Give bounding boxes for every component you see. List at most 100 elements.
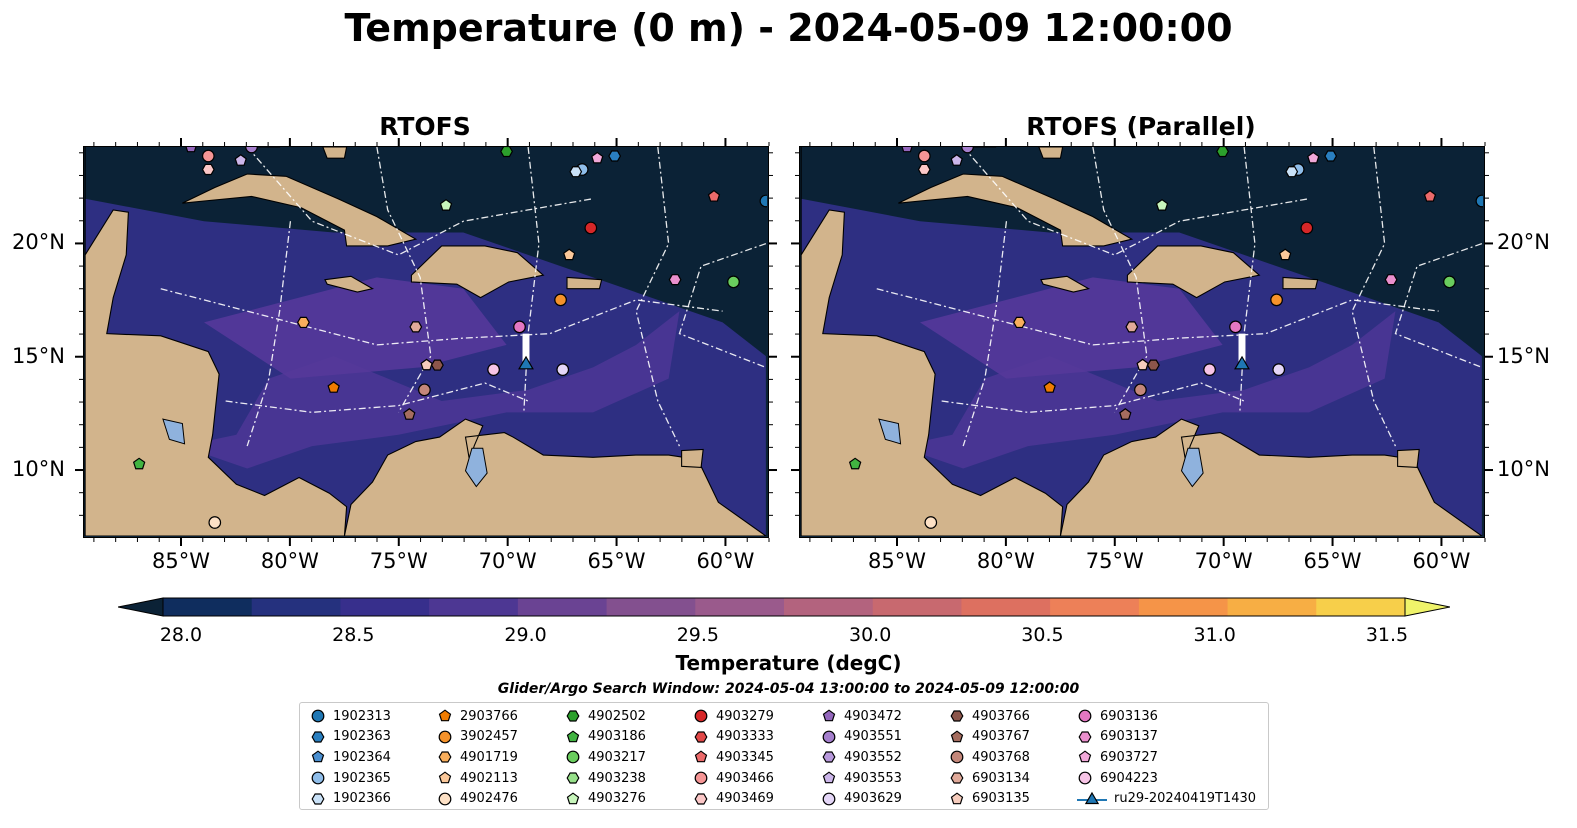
- legend-marker: [311, 750, 325, 763]
- legend-item-4903217: 4903217: [565, 747, 646, 767]
- legend-marker-icon: [566, 772, 580, 784]
- legend-label: ru29-20240419T1430: [1114, 791, 1257, 807]
- legend-marker: [950, 730, 964, 742]
- map-canvas: [84, 147, 767, 536]
- legend-marker: [566, 750, 580, 764]
- colorbar-segment: [251, 598, 341, 616]
- legend-label: 6903135: [972, 791, 1030, 807]
- float-marker-4901719: [1012, 316, 1026, 329]
- lake-nicaragua: [162, 418, 186, 445]
- colorbar-tick-label: 29.0: [504, 624, 547, 646]
- legend-item-6903134: 6903134: [949, 768, 1030, 788]
- legend-marker-icon: [438, 709, 452, 722]
- maritime-boundary-line: [962, 221, 1008, 447]
- legend-item-3902457: 3902457: [437, 727, 518, 747]
- colorbar-tick-label: 28.5: [332, 624, 375, 646]
- legend-label: 4903217: [588, 749, 646, 765]
- legend-item-4903276: 4903276: [565, 789, 646, 809]
- legend-marker: [822, 709, 836, 722]
- search-window-note: Glider/Argo Search Window: 2024-05-04 13…: [497, 681, 1080, 697]
- glider-track: [1238, 333, 1246, 363]
- colorbar-outline: [162, 597, 1406, 617]
- legend-marker-icon: [311, 731, 325, 743]
- legend-label: 4903629: [844, 791, 902, 807]
- legend-marker-icon: [950, 750, 964, 764]
- legend-marker-icon: [438, 792, 452, 806]
- float-marker-4903186: [132, 457, 146, 470]
- legend-marker: [566, 792, 580, 805]
- legend-item-6903136: 6903136: [1077, 706, 1158, 726]
- maritime-boundary-line: [962, 147, 1310, 256]
- legend-marker: [438, 751, 452, 763]
- legend-item-4903333: 4903333: [693, 727, 774, 747]
- lat-tick-label: 10°N: [12, 457, 65, 482]
- float-marker-4903629: [1272, 363, 1286, 376]
- land-central-america: [84, 147, 348, 536]
- legend-item-1902364: 1902364: [310, 747, 391, 767]
- float-marker-1902366: [569, 166, 583, 178]
- lon-tick-label: 65°W: [1303, 549, 1362, 573]
- legend-marker: [438, 792, 452, 806]
- float-marker-6903134: [1125, 321, 1139, 333]
- map-canvas: [800, 147, 1483, 536]
- legend-marker-icon: [1078, 771, 1092, 785]
- float-marker-4901719: [296, 316, 310, 329]
- colorbar-extend-min: [117, 597, 164, 617]
- maritime-boundary-line: [1092, 147, 1148, 413]
- float-legend: 1902313 1902363 1902364 1902365 1902366 29037…: [299, 702, 1269, 810]
- legend-label: 4903472: [844, 708, 902, 724]
- legend-marker: [438, 771, 452, 784]
- lon-tick-label: 65°W: [587, 549, 646, 573]
- float-marker-1902363: [608, 150, 622, 162]
- float-marker-4903345: [707, 189, 721, 202]
- legend-marker: [694, 793, 708, 805]
- legend-marker: [311, 793, 325, 805]
- legend-marker: [694, 750, 708, 763]
- legend-marker-icon: [438, 771, 452, 784]
- legend-item-2903766: 2903766: [437, 706, 518, 726]
- legend-marker-icon: [694, 709, 708, 723]
- float-marker-3902457: [554, 293, 567, 307]
- colorbar-tick-label: 29.5: [676, 624, 719, 646]
- maritime-boundary-line: [1394, 243, 1483, 369]
- float-marker-4903279: [584, 221, 598, 235]
- maritime-boundary-line: [523, 147, 540, 413]
- colorbar-segment: [1227, 598, 1317, 616]
- legend-label: 6903136: [1100, 708, 1158, 724]
- legend-item-4901719: 4901719: [437, 747, 518, 767]
- legend-marker-icon: [950, 772, 964, 784]
- lat-tick-label: 20°N: [1497, 230, 1550, 255]
- legend-label: 2903766: [460, 708, 518, 724]
- legend-marker-icon: [822, 709, 836, 722]
- map-panel-rtofs[interactable]: [83, 146, 769, 538]
- legend-item-4903767: 4903767: [949, 727, 1030, 747]
- legend-label: 4903553: [844, 770, 902, 786]
- legend-label: 4903469: [716, 791, 774, 807]
- map-panel-rtofs-parallel[interactable]: [799, 146, 1485, 538]
- float-marker-4903767: [1119, 408, 1132, 420]
- float-marker-6903136: [513, 320, 526, 334]
- float-marker-4903551: [961, 147, 974, 154]
- colorbar-label: Temperature (degC): [675, 651, 902, 675]
- float-marker-4903469: [201, 163, 215, 176]
- legend-label: 4903186: [588, 729, 646, 745]
- maritime-boundary-line: [635, 147, 681, 447]
- map-tick-marks: [75, 138, 777, 546]
- glider-marker-ru29-20240419T1430: [518, 355, 534, 370]
- legend-marker-icon: [1078, 731, 1092, 743]
- float-marker-4903551: [245, 147, 258, 154]
- colorbar-segment: [517, 598, 608, 616]
- colorbar-segment: [1316, 598, 1406, 616]
- lat-tick-label: 15°N: [1497, 343, 1550, 368]
- lon-tick-label: 80°W: [260, 549, 319, 573]
- legend-marker: [566, 730, 580, 742]
- legend-marker-icon: [311, 771, 325, 785]
- float-marker-1902363: [1324, 150, 1338, 162]
- float-marker-4903553: [234, 154, 247, 166]
- float-marker-4903345: [1423, 189, 1437, 202]
- legend-marker-icon: [1078, 750, 1092, 763]
- lon-tick-label: 85°W: [868, 549, 926, 573]
- legend-item-4903629: 4903629: [821, 789, 902, 809]
- float-marker-4902113: [563, 248, 576, 261]
- legend-item-4902476: 4902476: [437, 789, 518, 809]
